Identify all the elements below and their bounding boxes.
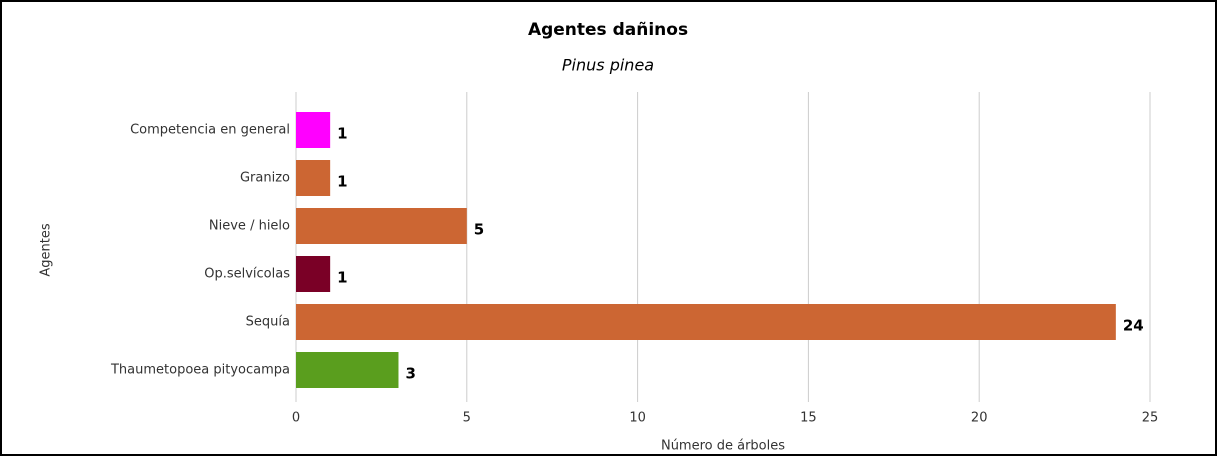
value-label: 3 xyxy=(405,365,415,383)
chart-subtitle: Pinus pinea xyxy=(562,56,654,75)
y-tick-label: Sequía xyxy=(246,315,290,330)
y-tick-label: Competencia en general xyxy=(130,123,290,138)
x-tick-label: 25 xyxy=(1142,411,1159,426)
x-tick-label: 20 xyxy=(971,411,988,426)
x-axis-label: Número de árboles xyxy=(661,439,785,454)
y-axis-label: Agentes xyxy=(39,223,54,276)
value-label: 5 xyxy=(474,221,484,239)
bar xyxy=(296,112,331,148)
value-label: 1 xyxy=(337,125,347,143)
y-tick-label: Op.selvícolas xyxy=(204,267,290,282)
x-tick-label: 5 xyxy=(463,411,471,426)
value-label: 1 xyxy=(337,173,347,191)
x-tick-label: 10 xyxy=(629,411,646,426)
bar xyxy=(296,352,399,388)
value-label: 24 xyxy=(1123,317,1144,335)
value-label: 1 xyxy=(337,269,347,287)
y-tick-label: Granizo xyxy=(240,171,290,186)
x-tick-label: 0 xyxy=(292,411,300,426)
chart-title: Agentes dañinos xyxy=(528,20,688,40)
bar xyxy=(296,256,331,292)
y-tick-label: Thaumetopoea pityocampa xyxy=(110,363,290,378)
bar xyxy=(296,304,1116,340)
y-tick-label: Nieve / hielo xyxy=(209,219,290,234)
bar xyxy=(296,208,467,244)
bar xyxy=(296,160,331,196)
x-tick-label: 15 xyxy=(800,411,817,426)
